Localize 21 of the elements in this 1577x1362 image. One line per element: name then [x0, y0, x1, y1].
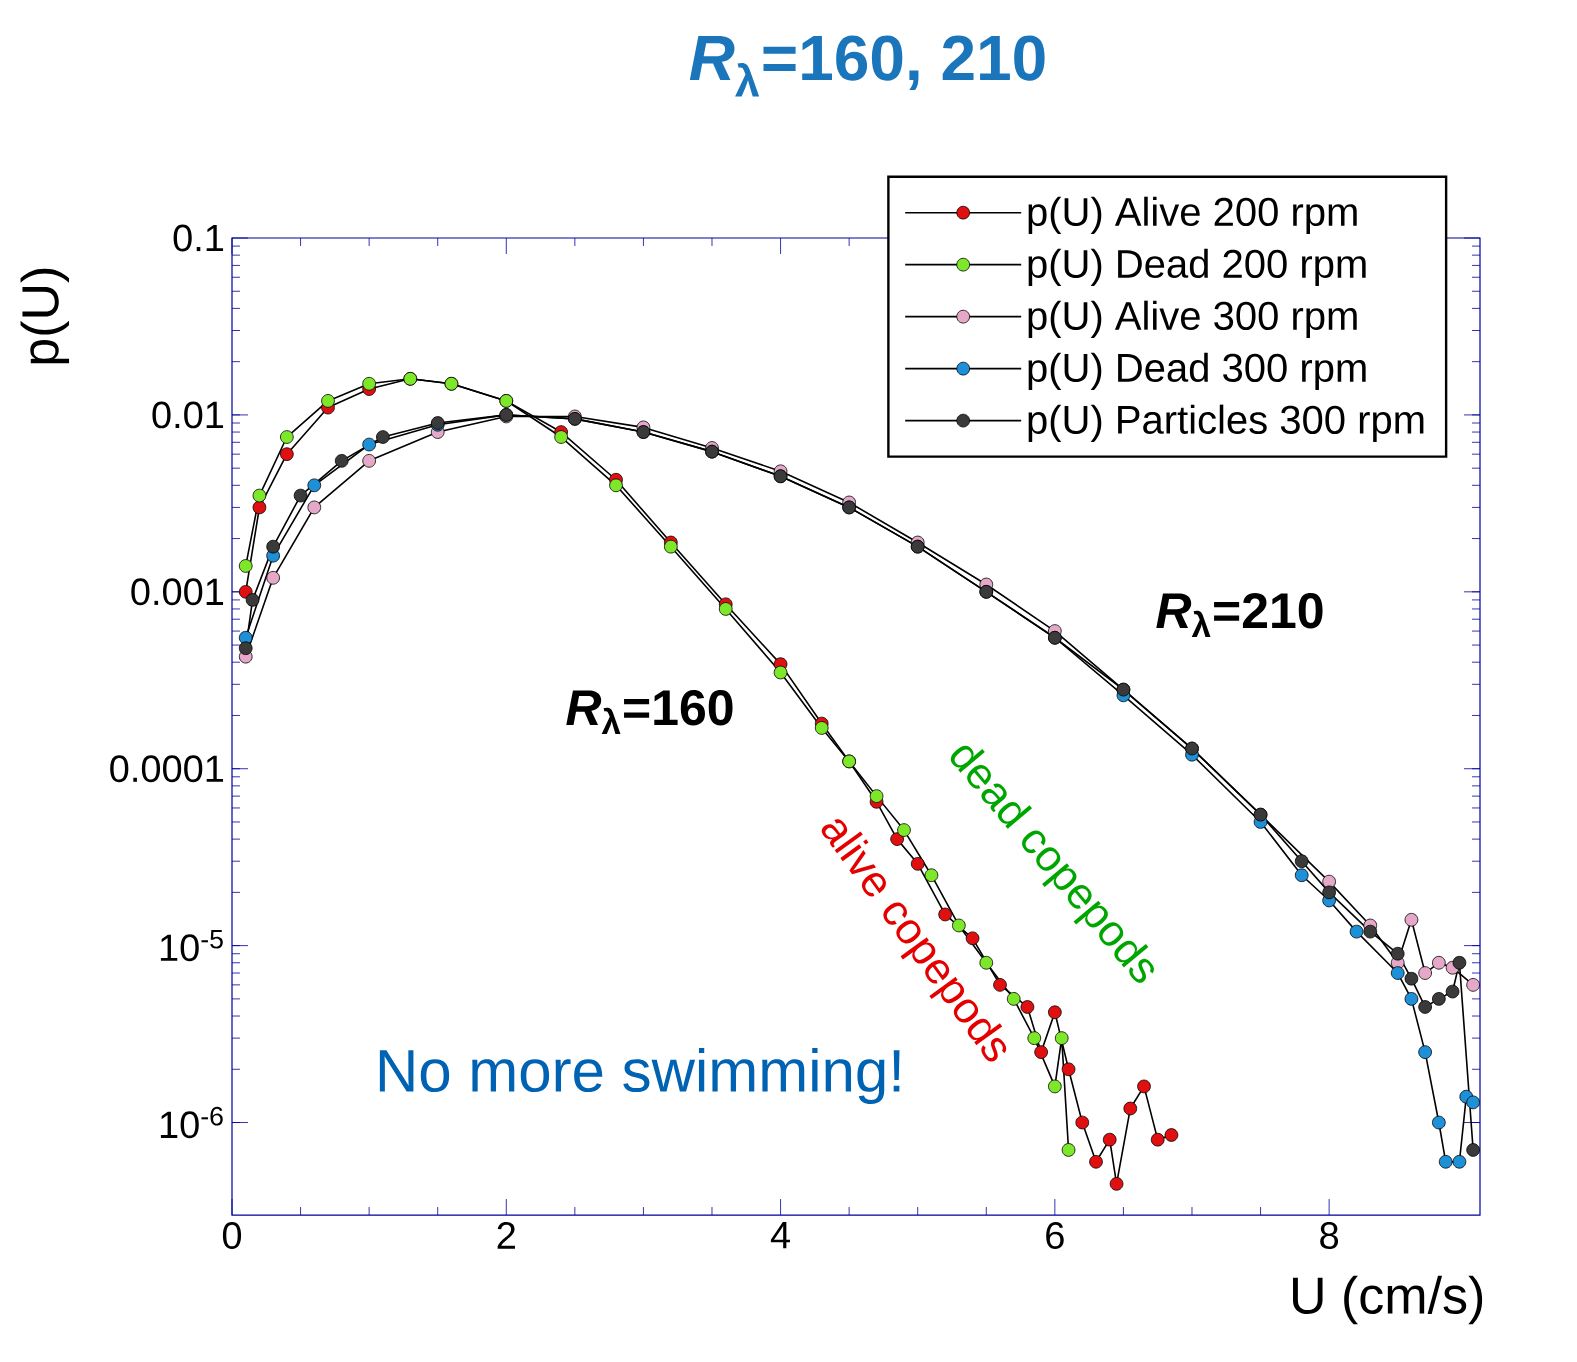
y-tick-label: 0.01 — [152, 401, 224, 429]
y-axis-title: p(U) — [20, 268, 70, 364]
y-tick-label: 10$^{-5}$ — [160, 930, 223, 962]
y-tick-label: 0.0001 — [110, 755, 224, 783]
x-tick-label: 2 — [497, 1222, 515, 1249]
annotation: R$_{λ}$=160 — [566, 689, 733, 735]
x-axis-title: U (cm/s) — [1293, 1275, 1483, 1325]
legend-label: p(U) Alive 200 rpm — [1028, 196, 1357, 234]
x-tick-label: 8 — [1320, 1222, 1339, 1249]
y-tick-label: 0.1 — [173, 224, 224, 252]
legend-label: p(U) Dead 200 rpm — [1028, 248, 1366, 286]
legend-label: p(U) Alive 300 rpm — [1028, 300, 1357, 338]
x-tick-label: 6 — [1046, 1222, 1064, 1249]
annotation: R$_{λ}$=210 — [1156, 592, 1323, 638]
legend-label: p(U) Particles 300 rpm — [1028, 404, 1424, 442]
x-tick-label: 0 — [222, 1222, 242, 1249]
chart-title: R$_{λ}$=160, 210 — [689, 35, 1045, 97]
x-tick-label: 4 — [770, 1222, 791, 1249]
y-tick-label: 10$^{-6}$ — [160, 1106, 223, 1139]
legend-label: p(U) Dead 300 rpm — [1028, 352, 1366, 390]
y-tick-label: 0.001 — [131, 578, 224, 606]
